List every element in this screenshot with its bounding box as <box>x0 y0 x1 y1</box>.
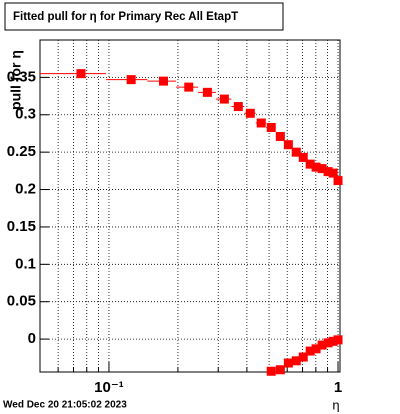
point <box>311 344 321 354</box>
y-tick-label: 0.2 <box>15 181 36 198</box>
point <box>219 94 229 104</box>
y-tick-label: 0.05 <box>7 293 36 310</box>
point <box>266 366 276 376</box>
point <box>317 340 327 350</box>
footer: Wed Dec 20 21:05:02 2023 <box>3 400 127 411</box>
point <box>333 176 343 186</box>
title-box <box>4 2 284 31</box>
point <box>283 140 293 150</box>
frame <box>39 39 341 373</box>
y-tick-label: 0.1 <box>15 255 36 272</box>
y-tick-label: 0.35 <box>7 68 36 85</box>
y-tick-label: 0.3 <box>15 106 36 123</box>
point <box>328 168 338 178</box>
point <box>305 346 315 356</box>
point <box>202 87 212 97</box>
point <box>291 356 301 366</box>
point <box>76 69 86 79</box>
point <box>311 162 321 172</box>
point <box>323 338 333 348</box>
y-tick-label: 0 <box>28 330 36 347</box>
point <box>305 159 315 169</box>
point <box>266 122 276 132</box>
point <box>333 335 343 345</box>
point <box>233 102 243 112</box>
point <box>291 147 301 157</box>
point <box>298 352 308 362</box>
y-tick-label: 0.25 <box>7 143 36 160</box>
point <box>158 76 168 86</box>
point <box>275 365 285 375</box>
y-axis-label: pull for η <box>8 50 24 110</box>
point <box>256 118 266 128</box>
point <box>328 336 338 346</box>
x-tick-label: 1 <box>334 379 342 396</box>
point <box>317 164 327 174</box>
chart-title: Fitted pull for η for Primary Rec All Et… <box>13 11 238 23</box>
point <box>184 82 194 92</box>
x-axis-label: η <box>332 397 339 412</box>
point <box>126 75 136 85</box>
point <box>275 131 285 141</box>
point <box>298 152 308 162</box>
x-tick-label: 10⁻¹ <box>94 379 124 396</box>
y-tick-label: 0.15 <box>7 218 36 235</box>
point <box>245 108 255 118</box>
point <box>323 167 333 177</box>
point <box>283 358 293 368</box>
